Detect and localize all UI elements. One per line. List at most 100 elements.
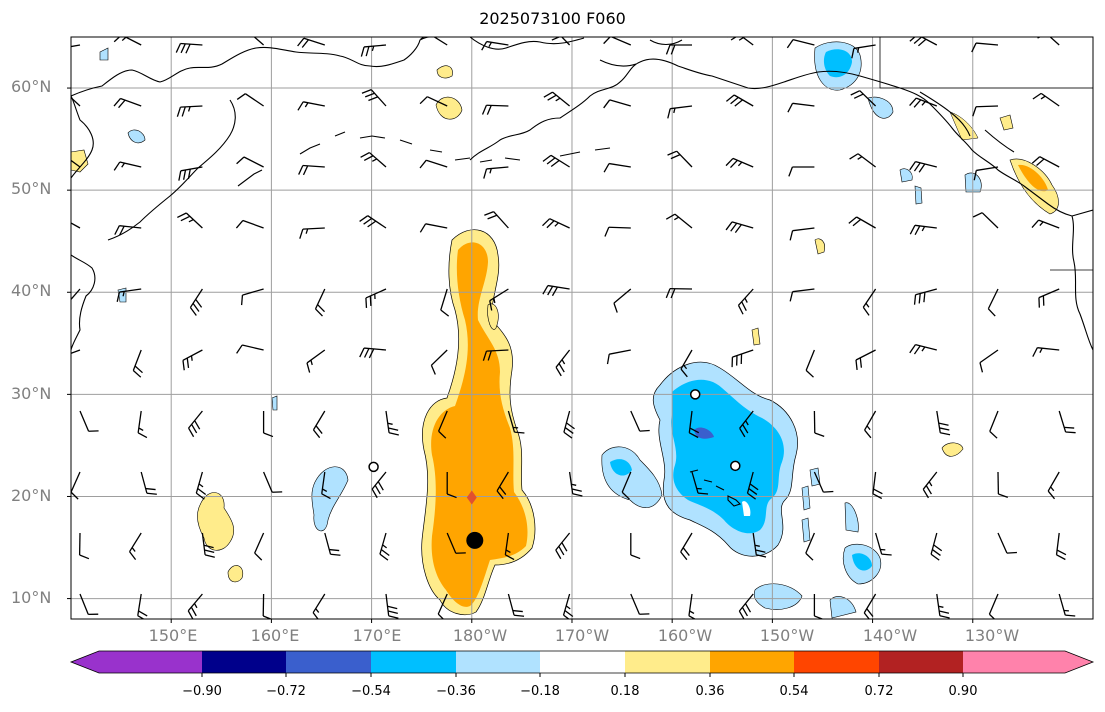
colorbar-tick-label: −0.90 [182,684,222,699]
wind-barb [971,42,999,53]
wind-barb [752,532,767,558]
wind-barb [849,153,876,168]
canada-coast-detail [919,91,1015,153]
wind-barb [787,102,815,113]
wind-barb [484,211,509,229]
map-title: 2025073100 F060 [479,9,626,28]
wind-barb [864,410,877,439]
wind-barb [481,104,509,115]
wind-barb [997,532,1017,554]
alaska-coast [469,58,1073,217]
open-circle-marker [368,461,379,473]
wind-barb [438,410,448,439]
wind-barb [113,161,142,171]
storm-center-diamond [466,490,477,505]
wind-barb [446,532,466,554]
wind-barb [312,410,326,439]
wind-barb [113,37,142,46]
wind-barb [420,37,448,46]
wind-barb [805,349,816,378]
wind-barb [201,532,215,558]
wind-barb [419,159,448,169]
wind-barb [665,287,693,299]
wind-barb [936,410,951,436]
wind-barb [813,410,825,437]
wind-barb [739,410,754,438]
colorbar-segment [371,651,456,673]
open-circle-marker [730,460,741,472]
wind-barb [71,288,81,301]
wind-barb [1038,288,1060,308]
colorbar-outline [69,650,1095,674]
wind-barb [178,166,203,181]
map-frame [70,36,1094,620]
wind-barb [789,288,815,302]
wind-barb [489,288,509,311]
wind-barb [437,593,448,619]
hawaii-blob-inner [671,379,784,534]
wind-barb [71,471,81,500]
wind-barb [385,410,399,436]
wind-barb [630,533,641,560]
wind-barb [71,44,81,48]
wind-barb [909,344,937,355]
wind-barb [177,212,203,229]
wind-barb [542,284,570,297]
wind-barb [542,154,570,168]
wind-barb [176,105,203,117]
storm-position-dot [466,531,484,549]
wind-barb [972,212,999,229]
lon-label-180w: 180°W [452,626,508,645]
wind-barb [665,213,693,229]
wind-barb [542,218,570,229]
wind-barb [862,288,877,316]
wind-barb [725,221,754,234]
wind-barb [613,288,632,313]
north-america-west-coast [1071,209,1093,351]
wind-barb [988,593,999,619]
lat-label-50n: 50°N [11,179,52,198]
wind-barb [483,166,509,179]
wind-barb [603,99,631,109]
lon-label-150e: 150°E [148,626,198,645]
colorbar-segment [540,651,625,673]
borders [879,37,1093,271]
wind-barb [874,532,892,556]
wind-barb [79,410,99,432]
wind-barb [691,471,709,495]
colorbar-segment [710,651,794,673]
lon-label-140w: 140°W [862,626,918,645]
wind-barb [379,532,390,561]
wind-barb [863,593,877,619]
wind-barb [568,471,583,497]
wind-barb [788,166,815,177]
wind-barb [979,349,999,373]
wind-barb [78,532,90,560]
negative-anomaly-region [99,41,982,619]
wind-barb [667,150,693,168]
wind-barb [360,151,387,168]
wind-barb [909,97,938,108]
colorbar-segment [625,651,710,673]
lon-label-150w: 150°W [759,626,815,645]
wind-barb [746,471,759,500]
wind-barb [236,344,264,354]
wind-barb [235,219,264,229]
wind-barb [189,288,203,316]
wind-barb [922,471,938,499]
colorbar-tick-label: −0.36 [436,684,476,699]
wind-barb [175,42,203,54]
lon-label-170e: 170°E [352,626,402,645]
asia-coast [71,37,431,97]
wind-barb [299,227,325,239]
wind-barb [253,37,265,46]
wind-barb [182,349,203,371]
wind-barb [555,532,571,560]
wind-barb [236,156,264,168]
wind-barb [263,471,283,493]
wind-barb [630,410,650,432]
lon-label-130w: 130°W [964,626,1020,645]
colorbar-tick-label: 0.54 [779,684,809,699]
lon-label-160e: 160°E [250,626,300,645]
